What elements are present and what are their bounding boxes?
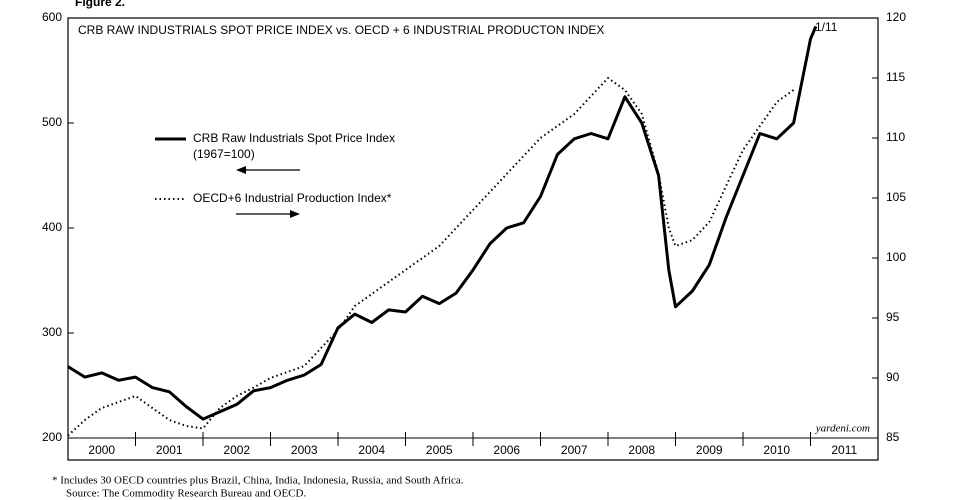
x-tick-label: 2004 (358, 443, 385, 457)
x-tick-label: 2008 (628, 443, 655, 457)
figure-label: Figure 2. (75, 0, 125, 9)
y-tick-label: 200 (42, 430, 62, 444)
y2-tick-label: 100 (886, 250, 906, 264)
y2-tick-label: 95 (886, 310, 900, 324)
footnote: Source: The Commodity Research Bureau an… (66, 488, 306, 500)
plot-frame (67, 17, 879, 461)
legend-arrowhead (236, 166, 246, 174)
x-tick-label: 2010 (763, 443, 790, 457)
y-tick-label: 500 (42, 115, 62, 129)
legend-label: OECD+6 Industrial Production Index* (193, 191, 392, 205)
x-tick-label: 2011 (831, 443, 857, 457)
y-tick-label: 600 (42, 10, 62, 24)
y2-tick-label: 120 (886, 10, 906, 24)
x-tick-label: 2009 (696, 443, 723, 457)
y2-tick-label: 85 (886, 430, 900, 444)
x-tick-label: 2005 (426, 443, 453, 457)
x-tick-label: 2001 (156, 443, 183, 457)
legend-arrowhead (290, 210, 300, 218)
y2-tick-label: 115 (886, 70, 905, 84)
series-line (67, 77, 795, 437)
x-tick-label: 2000 (88, 443, 115, 457)
x-tick-label: 2003 (291, 443, 318, 457)
chart-title: CRB RAW INDUSTRIALS SPOT PRICE INDEX vs.… (78, 23, 604, 37)
y2-tick-label: 90 (886, 370, 900, 384)
y-tick-label: 300 (42, 325, 62, 339)
footnote: * Includes 30 OECD countries plus Brazil… (52, 475, 464, 487)
source-mark: yardeni.com (815, 423, 870, 435)
x-tick-label: 2007 (561, 443, 588, 457)
y-tick-label: 400 (42, 220, 62, 234)
y2-tick-label: 105 (886, 190, 906, 204)
x-tick-label: 2006 (493, 443, 520, 457)
legend-note: (1967=100) (193, 147, 255, 161)
y2-tick-label: 110 (886, 130, 905, 144)
x-tick-label: 2002 (223, 443, 250, 457)
legend-label: CRB Raw Industrials Spot Price Index (193, 131, 395, 145)
end-label: 1/11 (815, 20, 838, 34)
series-line (67, 25, 818, 421)
